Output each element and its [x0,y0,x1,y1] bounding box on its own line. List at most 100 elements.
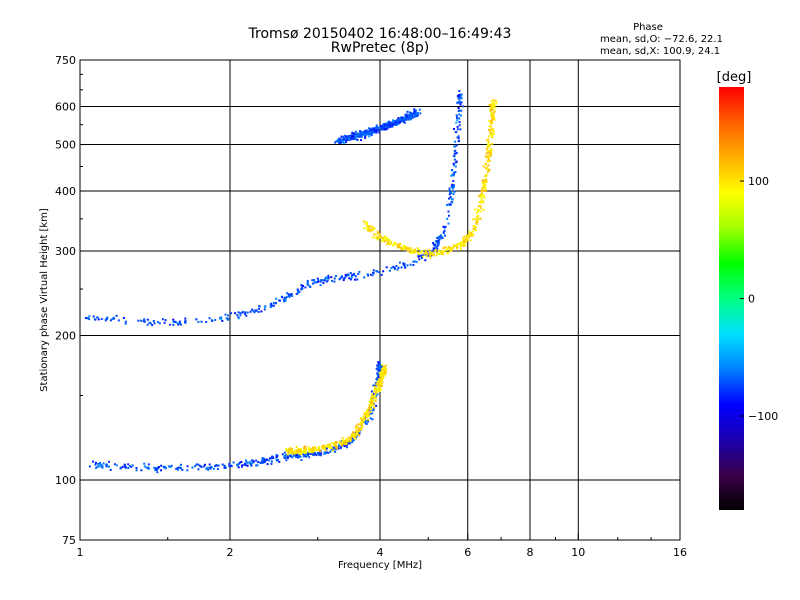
data-point [237,317,240,320]
data-point [454,140,457,143]
phase-stats-x: mean, sd,X: 100.9, 24.1 [600,46,721,57]
data-point [363,227,366,230]
data-point [351,437,354,439]
data-point [326,279,329,282]
y-tick-label: 100 [55,474,76,487]
data-point [208,463,211,466]
data-point [450,174,453,177]
data-point [163,321,166,324]
data-point [200,320,203,323]
data-point [366,227,369,230]
data-point [413,111,416,114]
data-point [488,145,491,148]
data-point [468,232,471,235]
data-point [358,434,361,437]
data-point [319,449,322,452]
phase-heading: Phase [633,22,663,33]
data-point [453,155,456,157]
data-point [407,113,410,116]
data-point [219,317,221,320]
data-point [319,284,322,287]
data-point [352,433,355,436]
data-point [458,117,461,120]
data-point [345,443,348,445]
data-point [325,450,328,453]
data-point [380,125,383,128]
data-point [342,141,345,144]
data-point [438,253,441,255]
data-point [184,321,187,324]
data-point [113,317,116,320]
data-point [372,403,375,406]
data-point [368,406,371,409]
data-point [168,465,171,468]
phase-stats-box: Phase mean, sd,O: −72.6, 22.1 mean, sd,X… [600,22,723,58]
data-point [417,255,420,258]
data-point [434,249,437,252]
data-point [312,282,314,285]
data-point [377,126,380,129]
data-point [327,274,330,277]
data-point [174,321,177,323]
data-point [494,100,497,103]
data-point [482,187,485,189]
data-point [394,243,397,246]
data-point [325,447,328,450]
data-point [371,131,374,134]
data-point [405,113,408,116]
data-point [186,465,189,468]
data-point [360,134,363,137]
data-point [275,458,278,461]
colorbar-ticks: 100 0 −100 [740,175,778,423]
data-point [378,367,381,370]
data-point [425,251,427,254]
chart-title: Tromsø 20150402 16:48:00–16:49:43 [248,26,512,42]
data-point [380,127,383,130]
data-point [384,372,387,374]
data-point [152,320,155,322]
x-tick-labels: 1 2 4 6 8 10 16 [77,546,688,559]
data-point [340,446,343,448]
data-point [406,249,409,252]
data-point [395,120,398,122]
data-point [462,237,465,240]
data-point [461,243,464,246]
data-point [288,454,291,457]
data-point [333,280,336,283]
data-point [472,218,475,221]
data-point [272,302,275,304]
data-point [474,229,477,232]
data-point [278,299,281,302]
data-point [492,99,495,101]
data-point [377,232,379,235]
data-point [430,250,433,253]
data-point [334,275,337,277]
data-point [391,125,394,128]
data-point [105,463,108,466]
data-point [374,382,377,384]
data-point [489,148,492,151]
data-point [375,389,378,392]
data-point [303,451,306,454]
data-point [285,454,287,457]
data-point [142,320,145,323]
data-point [464,243,467,246]
data-point [470,234,473,237]
data-point [291,450,294,453]
data-point [221,319,224,322]
data-point [380,128,383,131]
data-point [459,93,462,96]
data-point [396,243,399,246]
data-point [403,265,406,268]
data-point [400,266,403,269]
data-point [308,449,311,452]
data-point [384,128,387,131]
data-point [315,453,318,456]
data-point [365,130,368,133]
data-point [383,124,386,127]
data-point [351,137,354,140]
data-point [488,169,491,171]
data-point [288,295,290,298]
data-point [261,461,264,464]
data-point [379,380,382,383]
